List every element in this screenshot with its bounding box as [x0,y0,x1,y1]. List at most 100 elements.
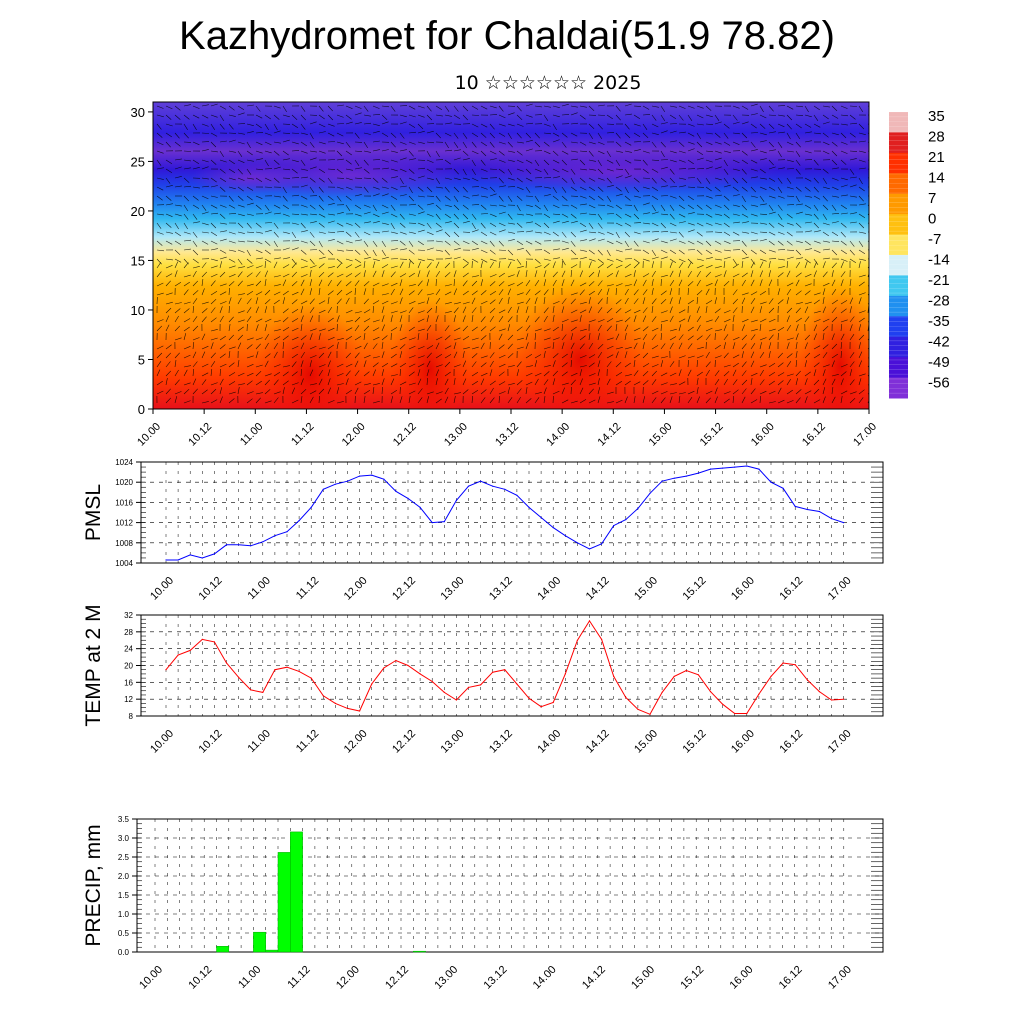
wind-barb [561,371,568,377]
wind-barb [327,400,335,404]
wind-barb [183,185,192,188]
wind-barb [363,355,371,359]
wind-barb [660,360,664,368]
wind-barb [732,141,740,145]
wind-barb [390,310,398,314]
wind-barb [651,249,657,257]
wind-barb [363,396,366,404]
wind-barb [246,307,252,314]
wind-barb [435,114,443,117]
wind-barb [651,270,656,278]
xsec-cold-core [460,152,780,192]
temp-data-point [274,669,276,671]
colorbar-swatch [889,132,908,154]
wind-barb [228,204,236,209]
wind-barb [597,213,603,220]
wind-barb [480,335,487,341]
wind-barb [705,327,713,332]
wind-barb [201,114,209,119]
wind-barb [174,258,182,263]
wind-barb [651,364,659,368]
wind-barb [282,365,290,368]
wind-barb [570,269,573,278]
wind-barb [777,249,786,251]
wind-barb [732,194,740,197]
wind-barb [642,279,647,287]
wind-barb [786,114,793,121]
wind-barb [444,335,451,341]
wind-barb [453,114,461,119]
wind-barb [300,168,308,171]
wind-barb [228,168,236,174]
wind-barb [606,263,613,269]
wind-barb [318,279,323,287]
wind-barb [174,158,182,161]
wind-barb [489,299,496,305]
wind-barb [714,194,722,197]
wind-barb [813,213,819,220]
pmsl-data-point [734,466,736,468]
wind-barb [444,284,452,287]
temp-data-point [625,696,627,699]
wind-barb [534,105,542,108]
wind-barb [525,381,533,386]
wind-barb [678,262,684,269]
wind-barb [777,195,785,199]
precip-x-tick-label: 13.12 [482,964,510,992]
wind-barb [624,113,632,116]
wind-barb [570,292,578,296]
wind-barb [561,103,569,107]
wind-barb [273,141,281,144]
wind-barb [732,204,740,207]
pmsl-x-tick-label: 16.12 [777,575,805,603]
wind-barb [426,345,434,350]
wind-barb [651,195,659,200]
temp-data-point [371,683,373,685]
wind-barb [561,159,568,166]
wind-barb [849,240,855,247]
wind-barb [741,132,748,139]
wind-barb [309,333,313,341]
wind-barb [759,395,761,404]
colorbar-swatch [889,336,908,358]
wind-barb [579,212,587,215]
wind-barb [381,186,389,189]
wind-barb [219,291,227,296]
wind-barb [372,231,380,234]
wind-barb [309,270,312,278]
wind-barb [462,204,469,210]
wind-barb [561,353,568,359]
wind-barb [237,383,245,386]
wind-barb [300,195,308,200]
wind-barb [471,222,476,230]
wind-barb [282,132,291,134]
wind-barb [759,140,767,143]
wind-barb [507,334,514,341]
wind-barb [291,123,299,129]
colorbar-label: -28 [928,293,950,310]
wind-barb [516,326,523,332]
temp-data-point [697,674,700,676]
wind-barb [300,306,304,314]
wind-barb [453,247,461,251]
wind-barb [489,369,493,377]
wind-barb [525,387,528,395]
wind-barb [750,279,755,287]
temp-y-axis-label: TEMP at 2 M [82,604,105,726]
wind-barb [642,114,651,116]
wind-barb [273,391,281,395]
wind-barb [354,213,362,217]
wind-barb [615,299,622,305]
wind-barb [336,132,344,137]
colorbar-label: -56 [928,375,950,392]
wind-barb [588,382,596,386]
wind-barb [318,352,325,359]
wind-barb [201,308,208,314]
wind-barb [525,132,532,139]
wind-barb [327,272,334,278]
wind-barb [210,212,219,215]
wind-barb [462,213,469,220]
wind-barb [300,114,307,121]
wind-barb [417,130,425,134]
wind-barb [660,290,667,296]
